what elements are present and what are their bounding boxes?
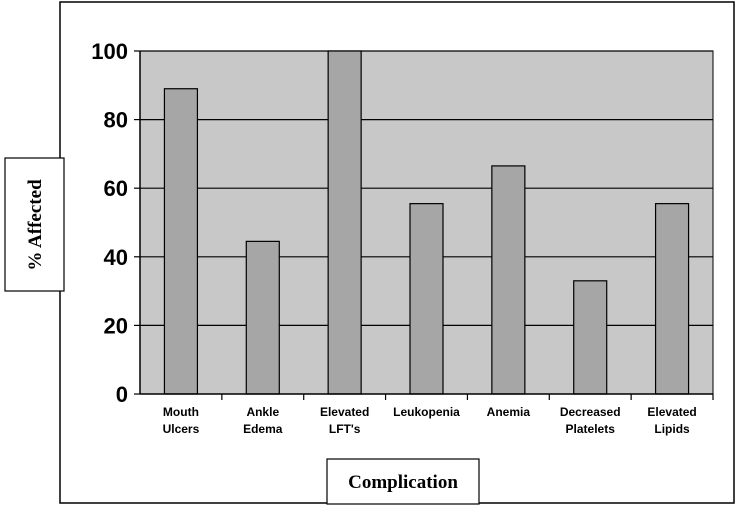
x-tick-label: Elevated Lipids	[647, 405, 696, 436]
y-tick-label: 100	[91, 39, 128, 64]
bar	[163, 88, 199, 395]
y-axis-title-box	[4, 157, 65, 292]
y-tick-label: 60	[104, 176, 128, 201]
x-tick-label-line: Anemia	[487, 405, 531, 419]
x-tick-label: Elevated LFT's	[320, 405, 369, 436]
x-tick-label-line: Mouth	[163, 405, 199, 419]
y-tick-label: 0	[116, 382, 128, 407]
x-tick-label: Leukopenia	[393, 405, 460, 419]
x-tick-label-line: Platelets	[566, 422, 616, 436]
bars	[163, 50, 690, 395]
x-tick-label-line: Elevated	[647, 405, 696, 419]
bar	[245, 240, 280, 395]
x-axis-title: Complication	[348, 472, 458, 493]
x-tick-label-line: Elevated	[320, 405, 369, 419]
x-tick-label-line: Decreased	[560, 405, 621, 419]
x-tick-label-line: Edema	[243, 422, 283, 436]
x-tick-label-line: Lipids	[654, 422, 690, 436]
y-axis-title: % Affected	[25, 179, 46, 271]
bar	[491, 165, 526, 395]
x-tick-label: Decreased Platelets	[560, 405, 621, 436]
y-tick-label: 80	[104, 108, 128, 133]
x-tick-label-line: Ulcers	[163, 422, 200, 436]
x-tick-label: Mouth Ulcers	[163, 405, 200, 436]
y-tick-label: 40	[104, 245, 128, 270]
bar	[654, 203, 690, 395]
y-tick-label: 20	[104, 313, 128, 338]
x-tick-label: Anemia	[487, 405, 531, 419]
x-tick-labels: Mouth Ulcers Ankle Edema Elevated LFT's Leukop…	[163, 394, 714, 436]
x-tick-label-line: Ankle	[246, 405, 279, 419]
y-tick-labels: 0 20 40 60 80 100	[91, 39, 140, 407]
bar	[573, 280, 608, 395]
x-tick-label-line: Leukopenia	[393, 405, 460, 419]
x-tick-label-line: LFT's	[329, 422, 361, 436]
x-axis-title-box	[326, 458, 480, 505]
bar	[327, 50, 362, 395]
x-tick-label: Ankle Edema	[243, 405, 283, 436]
bar	[409, 203, 444, 395]
